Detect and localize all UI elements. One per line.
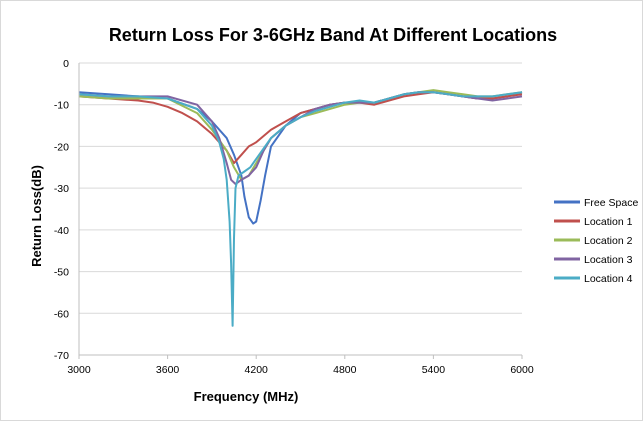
series-line-location-1 <box>78 91 523 165</box>
legend-label: Location 2 <box>584 235 633 247</box>
x-axis-title: Frequency (MHz) <box>194 389 299 404</box>
x-tick-label: 3000 <box>67 364 91 376</box>
y-tick-label: -10 <box>54 100 69 112</box>
legend: Free Space Location 1 Location 2 Location 3… <box>554 197 638 285</box>
series-line-location-4 <box>78 91 523 327</box>
legend-label: Location 3 <box>584 254 633 266</box>
x-tick-label: 3600 <box>156 364 180 376</box>
series-line-location-3 <box>78 91 523 185</box>
y-tick-label: -40 <box>54 225 69 237</box>
series-group <box>78 89 523 327</box>
legend-label: Location 4 <box>584 273 633 285</box>
series-line-free-space <box>78 91 523 225</box>
y-axis-title: Return Loss(dB) <box>29 165 44 267</box>
chart-title: Return Loss For 3-6GHz Band At Different… <box>109 25 557 45</box>
axes: 0 -10 -20 -30 -40 -50 -60 -70 3000 3600 4200 4800 54… <box>54 58 534 376</box>
x-tick-label: 4200 <box>245 364 269 376</box>
grid <box>79 62 522 314</box>
y-tick-label: -20 <box>54 141 69 153</box>
y-tick-label: -60 <box>54 308 69 320</box>
y-tick-label: -30 <box>54 183 69 195</box>
x-tick-label: 6000 <box>510 364 534 376</box>
y-tick-label: -70 <box>54 350 69 362</box>
y-tick-label: 0 <box>63 58 69 70</box>
legend-label: Location 1 <box>584 216 633 228</box>
x-tick-label: 4800 <box>333 364 357 376</box>
y-tick-label: -50 <box>54 267 69 279</box>
series-line-location-2 <box>78 89 523 181</box>
legend-label: Free Space <box>584 197 638 209</box>
x-tick-label: 5400 <box>422 364 446 376</box>
